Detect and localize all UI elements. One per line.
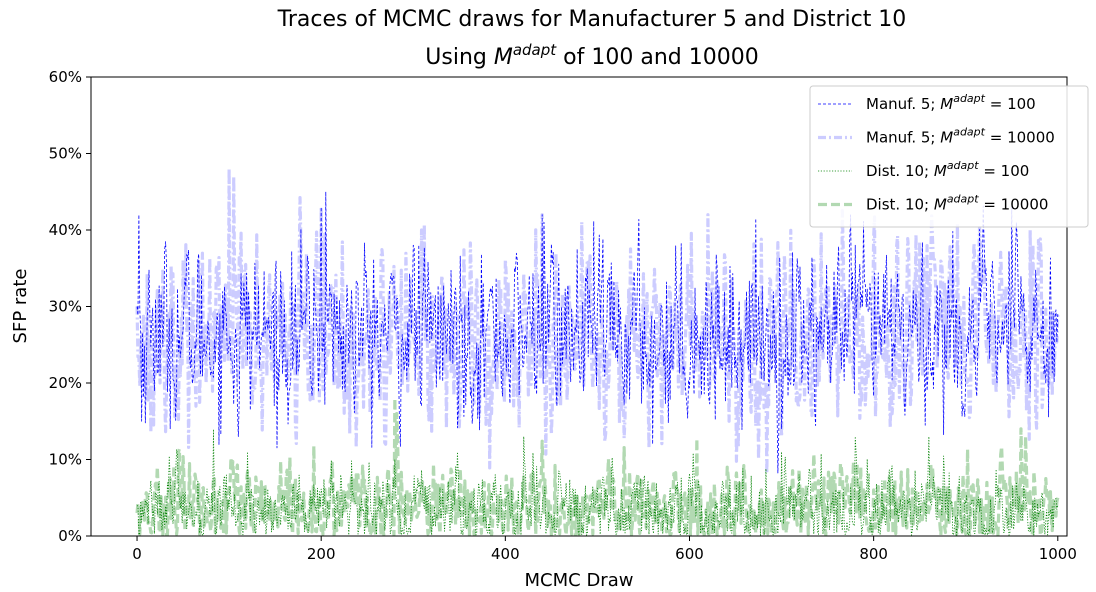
y-tick-label: 30% [49,298,82,316]
legend-entry: Dist. 10; Madapt = 10000 [818,193,1048,214]
y-tick-label: 0% [58,527,82,545]
y-axis-label: SFP rate [10,269,31,344]
legend-box [809,85,1089,228]
series-line-3 [135,396,1060,536]
x-tick-label: 600 [675,545,704,563]
x-tick-label: 800 [859,545,888,563]
x-axis-ticks: 0 200 400 600 800 1000 [132,536,1077,563]
legend-label: Dist. 10; Madapt = 10000 [866,193,1048,214]
y-tick-label: 20% [49,374,82,392]
chart-legend: Manuf. 5; Madapt = 100 Manuf. 5; Madapt =… [809,85,1089,228]
legend-label: Dist. 10; Madapt = 100 [866,159,1029,180]
x-axis-label: MCMC Draw [525,570,634,591]
legend-label: Manuf. 5; Madapt = 100 [866,92,1036,113]
y-tick-label: 50% [49,145,82,163]
legend-entry: Manuf. 5; Madapt = 100 [818,92,1036,113]
y-tick-label: 40% [49,221,82,239]
y-tick-label: 60% [49,68,82,86]
series-line-0 [136,191,1059,474]
chart-title-M: M [494,45,513,70]
legend-entry: Dist. 10; Madapt = 100 [818,159,1029,180]
y-axis-ticks: 0% 10% 20% 30% 40% 50% 60% [49,68,91,545]
series-line-2 [136,428,1059,536]
legend-label: Manuf. 5; Madapt = 10000 [866,126,1055,147]
legend-entry: Manuf. 5; Madapt = 10000 [818,126,1055,147]
chart-title-line2-pre: Using [425,45,494,70]
series-layer [135,167,1060,536]
chart-title-line2-post: of 100 and 10000 [556,45,759,70]
x-tick-label: 1000 [1039,545,1077,563]
y-tick-label: 10% [49,451,82,469]
x-tick-label: 200 [307,545,336,563]
x-tick-label: 400 [491,545,520,563]
chart-title-sup: adapt [513,41,557,59]
x-tick-label: 0 [132,545,142,563]
chart-title-line1: Traces of MCMC draws for Manufacturer 5 … [277,7,907,32]
chart-title-line2: Using Madapt of 100 and 10000 [425,41,758,70]
